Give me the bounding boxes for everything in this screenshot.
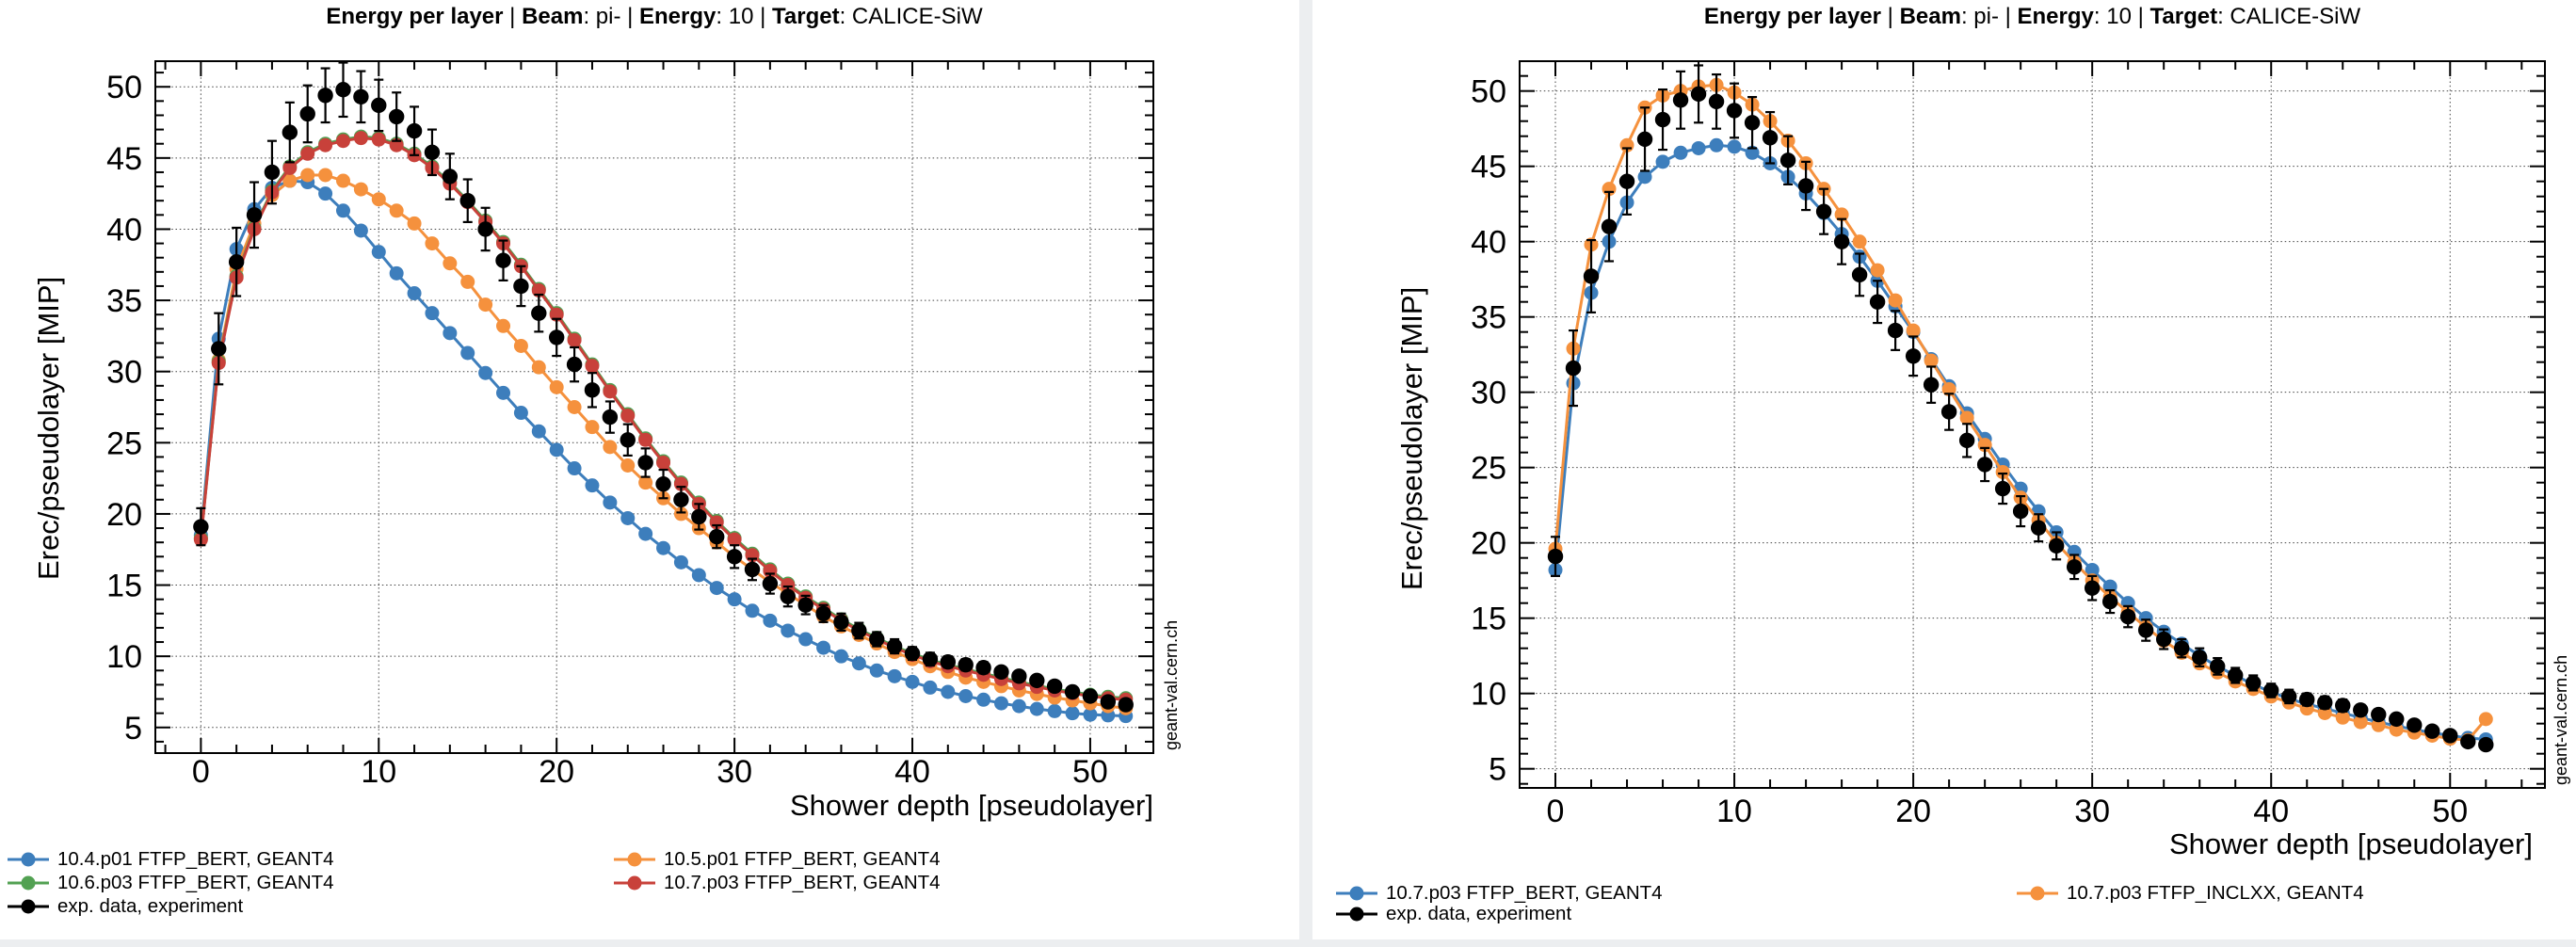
title-segment: Target	[772, 4, 840, 29]
x-tick-label: 50	[1072, 754, 1108, 790]
legend-marker-icon	[1336, 886, 1377, 901]
legend-label: 10.7.p03 FTFP_BERT, GEANT4	[1386, 882, 1663, 904]
x-tick-label: 20	[539, 754, 574, 790]
title-segment: |	[1887, 4, 1900, 29]
legend-item: exp. data, experiment	[8, 895, 243, 918]
series-10-5-p01-ftfp-bert-geant4	[193, 168, 1134, 715]
y-tick-label: 5	[124, 711, 142, 746]
x-tick-label: 50	[2432, 794, 2468, 829]
chart-canvas: 0 10 20 30 40 50 5 10 15 20 25 30 35 40 45 50	[106, 60, 1154, 790]
y-tick-label: 50	[1471, 74, 1506, 110]
plot-panel-left: Energy per layer | Beam: pi- | Energy: 1…	[0, 0, 1299, 939]
legend-marker-icon	[614, 875, 655, 891]
y-tick-label: 35	[106, 283, 142, 319]
legend-label: 10.7.p03 FTFP_BERT, GEANT4	[664, 872, 941, 893]
legend-label: 10.4.p01 FTFP_BERT, GEANT4	[57, 848, 334, 870]
y-tick-label: 50	[106, 70, 142, 105]
plot-title: Energy per layer | Beam: pi- | Energy: 1…	[1520, 4, 2545, 30]
y-tick-label: 15	[1471, 602, 1506, 637]
legend-label: 10.5.p01 FTFP_BERT, GEANT4	[664, 848, 941, 870]
legend-label: exp. data, experiment	[1386, 903, 1572, 924]
title-segment: Energy	[639, 4, 716, 29]
series-10-7-p03-ftfp-inclxx-geant4	[1548, 77, 2493, 747]
y-tick-label: 40	[1471, 225, 1506, 261]
legend-marker-icon	[8, 875, 49, 891]
title-segment: : pi- |	[583, 4, 640, 29]
legend-label: exp. data, experiment	[57, 895, 244, 917]
legend-item: 10.7.p03 FTFP_INCLXX, GEANT4	[2017, 882, 2364, 905]
title-segment: Energy	[2017, 4, 2094, 29]
y-tick-label: 45	[106, 141, 142, 177]
y-tick-label: 35	[1471, 300, 1506, 336]
plot-title: Energy per layer | Beam: pi- | Energy: 1…	[155, 4, 1153, 30]
title-segment: : CALICE-SiW	[2217, 4, 2361, 29]
legend-item: exp. data, experiment	[1336, 903, 1571, 925]
x-tick-label: 40	[2253, 794, 2289, 829]
x-tick-label: 40	[894, 754, 930, 790]
x-tick-label: 30	[2074, 794, 2110, 829]
x-tick-label: 10	[1716, 794, 1752, 829]
title-segment: Beam	[1899, 4, 1961, 29]
y-tick-label: 25	[106, 425, 142, 461]
title-segment: |	[509, 4, 523, 29]
watermark-geant-val: geant-val.cern.ch	[2552, 654, 2570, 785]
legend-item: 10.6.p03 FTFP_BERT, GEANT4	[8, 872, 334, 894]
y-tick-label: 25	[1471, 451, 1506, 487]
plot-panel-right: Energy per layer | Beam: pi- | Energy: 1…	[1312, 0, 2576, 939]
x-axis-label: Shower depth [pseudolayer]	[2168, 827, 2533, 860]
legend-marker-icon	[1336, 907, 1377, 922]
y-tick-label: 20	[106, 497, 142, 533]
legend-item: 10.7.p03 FTFP_BERT, GEANT4	[614, 872, 941, 894]
legend-label: 10.6.p03 FTFP_BERT, GEANT4	[57, 872, 334, 893]
chart-canvas: 0 10 20 30 40 50 5 10 15 20 25 30 35 40 45 50	[1471, 60, 2546, 829]
x-tick-label: 0	[1547, 794, 1565, 829]
legend-item: 10.4.p01 FTFP_BERT, GEANT4	[8, 848, 334, 871]
title-segment: : pi- |	[1960, 4, 2018, 29]
title-segment: Target	[2149, 4, 2218, 29]
y-tick-label: 30	[1471, 376, 1506, 411]
y-tick-label: 30	[106, 355, 142, 391]
series-10-6-p03-ftfp-bert-geant4	[193, 129, 1134, 706]
title-segment: : 10 |	[716, 4, 772, 29]
title-segment: Energy per layer	[1703, 4, 1888, 29]
y-tick-label: 20	[1471, 526, 1506, 562]
legend-marker-icon	[8, 899, 49, 914]
x-tick-label: 20	[1895, 794, 1931, 829]
y-tick-label: 45	[1471, 150, 1506, 185]
title-segment: : 10 |	[2093, 4, 2150, 29]
legend-item: 10.7.p03 FTFP_BERT, GEANT4	[1336, 882, 1663, 905]
title-segment: : CALICE-SiW	[839, 4, 983, 29]
series-exp-data-experiment	[193, 61, 1134, 713]
x-tick-label: 0	[192, 754, 210, 790]
legend-label: 10.7.p03 FTFP_INCLXX, GEANT4	[2067, 882, 2364, 904]
y-axis-label: Erec/pseudolayer [MIP]	[32, 276, 65, 580]
series-10-7-p03-ftfp-bert-geant4	[1548, 137, 2493, 746]
series-exp-data-experiment	[1547, 64, 2494, 753]
watermark-geant-val: geant-val.cern.ch	[1162, 619, 1181, 750]
y-axis-label: Erec/pseudolayer [MIP]	[1395, 286, 1428, 590]
legend-marker-icon	[2017, 886, 2058, 901]
legend-item: 10.5.p01 FTFP_BERT, GEANT4	[614, 848, 941, 871]
y-tick-label: 10	[1471, 677, 1506, 713]
x-tick-label: 30	[716, 754, 752, 790]
title-segment: Energy per layer	[326, 4, 510, 29]
title-segment: Beam	[522, 4, 584, 29]
legend-marker-icon	[8, 852, 49, 867]
y-tick-label: 5	[1489, 752, 1506, 788]
x-tick-label: 10	[361, 754, 396, 790]
series-10-7-p03-ftfp-bert-geant4	[193, 131, 1134, 707]
legend-marker-icon	[614, 852, 655, 867]
y-tick-label: 10	[106, 639, 142, 675]
y-tick-label: 40	[106, 212, 142, 248]
series-10-4-p01-ftfp-bert-geant4	[193, 173, 1134, 724]
x-axis-label: Shower depth [pseudolayer]	[789, 789, 1153, 822]
y-tick-label: 15	[106, 569, 142, 604]
